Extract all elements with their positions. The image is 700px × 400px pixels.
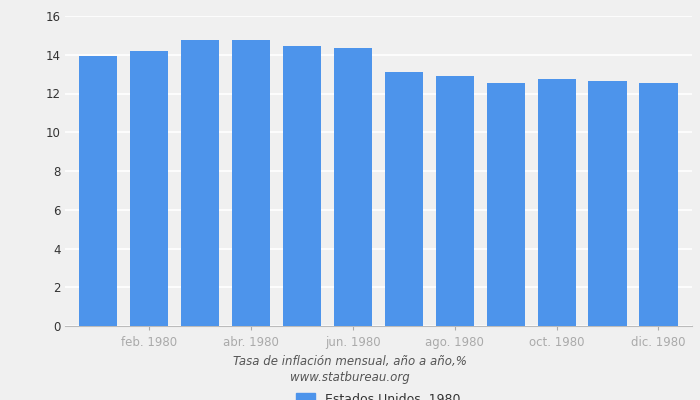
Bar (283, 46, 321, 326)
Text: www.statbureau.org: www.statbureau.org (290, 372, 410, 384)
Bar (589, 81, 626, 326)
Bar (639, 84, 678, 326)
Bar (79, 56, 118, 326)
Bar (538, 78, 575, 326)
Bar (435, 76, 474, 326)
Bar (130, 51, 168, 326)
Legend: Estados Unidos, 1980: Estados Unidos, 1980 (291, 388, 466, 400)
Text: Tasa de inflación mensual, año a año,%: Tasa de inflación mensual, año a año,% (233, 356, 467, 368)
Bar (181, 40, 219, 326)
Bar (486, 83, 525, 326)
Bar (334, 48, 372, 326)
Bar (385, 72, 423, 326)
Bar (232, 40, 270, 326)
